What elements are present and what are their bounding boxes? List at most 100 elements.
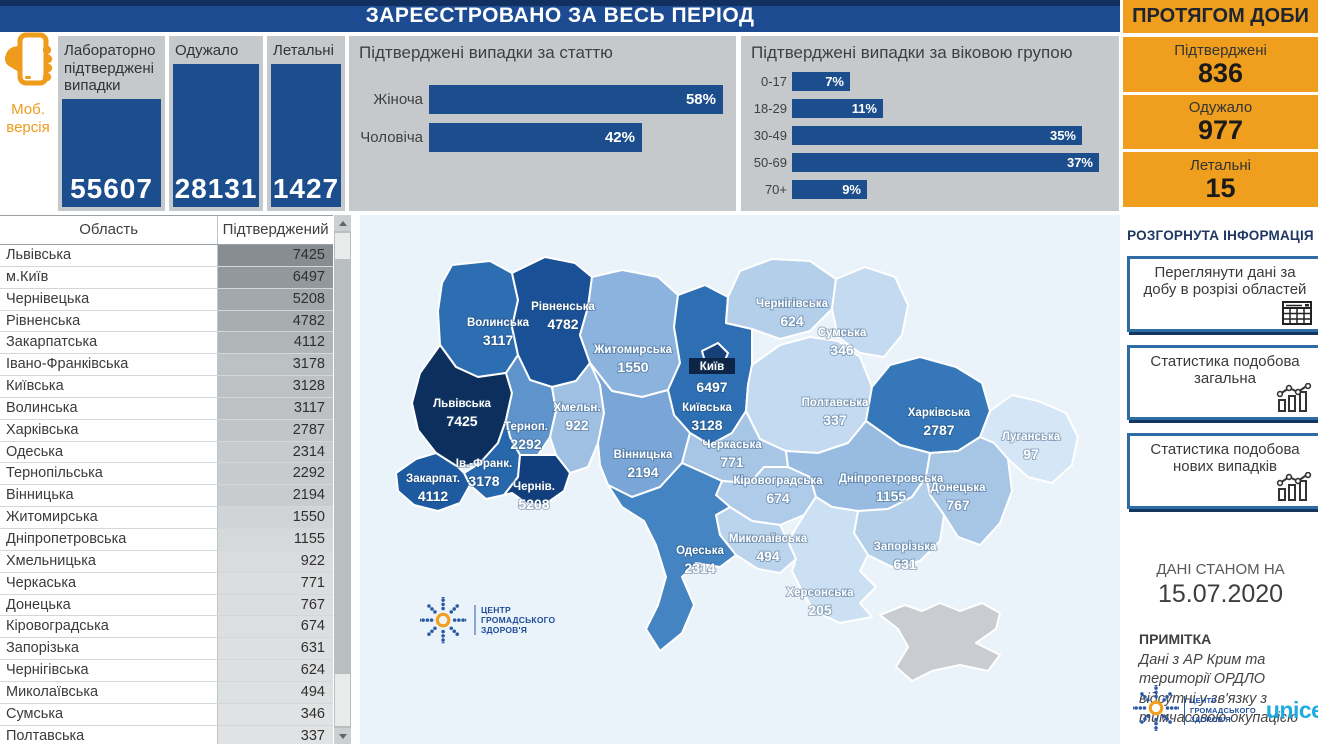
gender-chart-panel: Підтверджені випадки за статтю Жіноча 58%… [349,36,736,211]
table-row[interactable]: Донецька 767 [0,594,333,617]
table-row[interactable]: Київська 3128 [0,376,333,398]
table-row[interactable]: Полтавська 337 [0,725,333,744]
map-region-name: Кіровоградська [733,475,823,487]
table-row[interactable]: Житомирська 1550 [0,507,333,529]
info-button-label: Статистика подобова нових випадків [1150,441,1300,476]
scroll-up-button[interactable] [334,215,351,231]
map-region-odesa[interactable] [607,462,737,652]
map-region-value: 771 [720,454,744,470]
map-region-value: 922 [565,417,589,433]
unicef-wordmark: unicef [1265,697,1318,723]
map-region-name: Чернів. [513,481,555,493]
age-bar-value: 11% [851,101,877,116]
region-name-cell: м.Київ [0,266,218,288]
table-row[interactable]: Львівська 7425 [0,245,333,267]
age-bar-value: 9% [842,182,861,197]
age-bar-row: 0-17 7% [741,72,1119,91]
kpi-label: Одужало [175,42,239,59]
gender-bar-row: Чоловіча 42% [349,123,736,152]
period-header-bar: ЗАРЕЄСТРОВАНО ЗА ВЕСЬ ПЕРІОД [0,0,1120,32]
map-region-value: 624 [780,313,804,329]
age-category-label: 0-17 [760,74,787,89]
gender-bar[interactable]: 58% [429,85,723,114]
map-region-name: Полтавська [802,397,869,409]
confirmed-value-cell: 922 [218,550,333,572]
daily-header: ПРОТЯГОМ ДОБИ [1123,0,1318,33]
confirmed-value-cell: 1155 [218,528,333,550]
daily-card: Одужало 977 [1123,94,1318,150]
map-region-value: 205 [808,602,832,618]
age-category-label: 30-49 [753,128,787,143]
table-row[interactable]: Чернігівська 624 [0,660,333,682]
age-bar[interactable]: 7% [792,72,850,91]
confirmed-value-cell: 631 [218,638,333,660]
map-region-chernivtsi[interactable] [503,454,571,506]
map-region-value: 5208 [518,496,549,512]
table-row[interactable]: Дніпропетровська 1155 [0,528,333,551]
table-row[interactable]: м.Київ 6497 [0,266,333,289]
age-chart-panel: Підтверджені випадки за віковою групою 0… [741,36,1119,211]
map-region-name: Херсонська [786,587,854,599]
age-bar[interactable]: 35% [792,126,1082,145]
scrollbar-thumb[interactable] [335,233,350,259]
map-region-name: Луганська [1002,431,1061,443]
table-row[interactable]: Вінницька 2194 [0,485,333,508]
table-row[interactable]: Чернівецька 5208 [0,288,333,311]
table-row[interactable]: Рівненська 4782 [0,310,333,333]
region-name-cell: Чернігівська [0,660,218,681]
mobile-version-label: Моб. версія [6,101,50,136]
region-name-cell: Рівненська [0,310,218,332]
table-row[interactable]: Миколаївська 494 [0,681,333,704]
table-row[interactable]: Волинська 3117 [0,397,333,420]
age-bar[interactable]: 9% [792,180,867,199]
scroll-down-button[interactable] [334,728,351,744]
region-name-cell: Черкаська [0,572,218,594]
confirmed-value-cell: 2314 [218,441,333,463]
info-button-2[interactable]: Статистика подобова загальна [1127,344,1318,420]
table-row[interactable]: Сумська 346 [0,703,333,726]
unicef-logo: unicef [1266,697,1318,724]
map-region-sumy[interactable] [831,266,909,358]
confirmed-value-cell: 3117 [218,397,333,419]
table-scrollbar[interactable] [334,215,351,744]
region-name-cell: Хмельницька [0,550,218,572]
map-region-value: 674 [766,490,790,506]
table-row[interactable]: Закарпатська 4112 [0,332,333,355]
map-region-name: Харківська [908,407,971,419]
mobile-version-link[interactable]: Моб. версія [0,32,56,212]
map-region-kherson[interactable] [787,496,877,624]
region-name-cell: Дніпропетровська [0,528,218,550]
map-region-name: Волинська [467,317,530,329]
map-region-name: Вінницька [614,449,673,461]
table-row[interactable]: Хмельницька 922 [0,550,333,573]
column-header-confirmed[interactable]: Підтверджений [222,221,329,238]
map-region-crimea [879,602,1001,682]
region-name-cell: Київська [0,376,218,397]
phc-logo-text: ЦЕНТР ГРОМАДСЬКОГО ЗДОРОВ'Я [1184,696,1256,725]
map-region-zakarp[interactable] [395,452,471,512]
gender-bar-value: 58% [685,91,716,108]
table-row[interactable]: Одеська 2314 [0,441,333,464]
age-category-label: 50-69 [753,155,787,170]
age-bar[interactable]: 11% [792,99,883,118]
table-row[interactable]: Тернопільська 2292 [0,463,333,486]
map-region-value: 4112 [418,488,449,504]
column-header-region[interactable]: Область [0,216,219,244]
map-region-value: 4782 [547,316,578,332]
table-row[interactable]: Івано-Франківська 3178 [0,354,333,377]
age-bar-value: 35% [1049,128,1076,143]
kpi-value-box: 28131 [173,63,259,207]
age-bar[interactable]: 37% [792,153,1099,172]
table-row[interactable]: Кіровоградська 674 [0,616,333,639]
map-region-value: 3128 [691,417,722,433]
page-title: ЗАРЕЄСТРОВАНО ЗА ВЕСЬ ПЕРІОД [365,4,755,27]
info-button-1[interactable]: Переглянути дані за добу в розрізі облас… [1127,256,1318,332]
daily-card-label: Летальні [1190,156,1251,174]
table-row[interactable]: Черкаська 771 [0,572,333,595]
table-row[interactable]: Харківська 2787 [0,419,333,442]
confirmed-value-cell: 3128 [218,376,333,397]
gender-bar[interactable]: 42% [429,123,642,152]
info-button-3[interactable]: Статистика подобова нових випадків [1127,433,1318,509]
table-row[interactable]: Запорізька 631 [0,638,333,661]
